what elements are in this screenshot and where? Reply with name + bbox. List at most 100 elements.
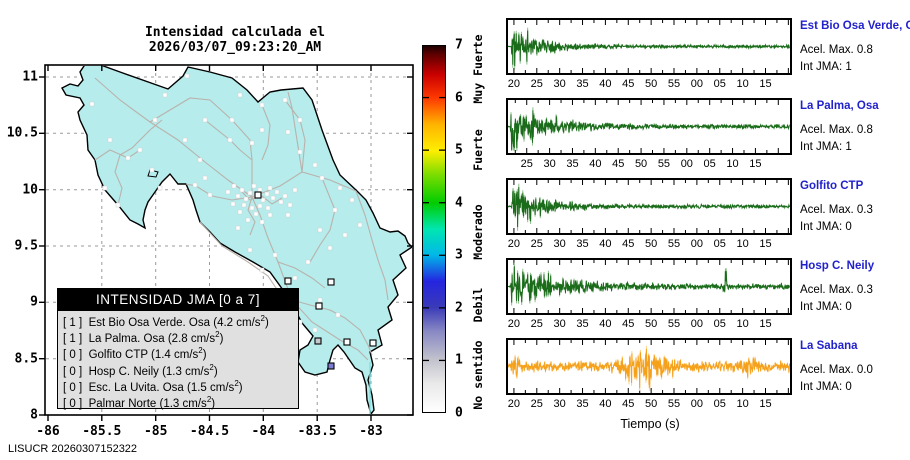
waveform-halo	[508, 107, 790, 152]
trace-panel: 20 25 30 35 40 45 50 55 00 05 10 15 Hosp C. Neily Ace…	[506, 258, 910, 338]
lon-tick-label: -84.5	[189, 424, 230, 439]
trace-acel-max: Acel. Max. 0.0	[800, 364, 873, 376]
intensity-colorbar	[422, 45, 446, 413]
time-tick-label: 15	[759, 398, 772, 410]
trace-panel: 20 25 30 35 40 45 50 55 00 05 10 15 La Sabana Acel. M…	[506, 338, 910, 418]
trace-station-name: Est Bio Osa Verde, Osa	[800, 20, 910, 32]
time-tick-label: 55	[667, 398, 681, 410]
legend-item-station-name: Hosp C. Neily	[82, 365, 163, 378]
trace-panel: 20 25 30 35 40 45 50 55 00 05 10 15 Golfito CTP Acel.…	[506, 178, 910, 258]
time-tick-label: 15	[759, 78, 772, 90]
time-tick-label: 25	[530, 238, 543, 250]
colorbar-tick-number: 2	[455, 300, 463, 316]
trace-plot-area	[506, 178, 792, 235]
waveform	[508, 30, 790, 67]
lon-tick-label: -83.5	[297, 424, 337, 439]
legend-item: [ 0 ] Palmar Norte (1.3 cm/s2)	[63, 394, 216, 410]
trace-plot-area	[506, 338, 792, 395]
time-tick-label: 25	[530, 398, 543, 410]
time-tick-label: 05	[713, 318, 726, 330]
time-tick-label: 55	[667, 318, 681, 330]
lat-tick-label: 9	[30, 294, 38, 310]
trace-plot-area	[506, 258, 792, 315]
legend-item-intensity: [ 1 ]	[63, 333, 83, 346]
time-tick-label: 40	[599, 238, 612, 250]
time-tick-label: 35	[576, 318, 589, 330]
legend-item: [ 0 ] Golfito CTP (1.4 cm/s2)	[63, 346, 207, 362]
time-tick-label: 10	[736, 78, 749, 90]
colorbar-tick-number: 7	[455, 37, 463, 53]
time-tick-label: 10	[726, 158, 739, 170]
time-tick-label: 45	[622, 78, 635, 90]
time-tick-label: 50	[645, 238, 658, 250]
legend-item-intensity: [ 0 ]	[63, 397, 83, 410]
legend-item: [ 0 ] Hosp C. Neily (1.3 cm/s2)	[63, 362, 218, 378]
legend-item-accel: (2.8 cm/s	[167, 333, 216, 346]
legend-item-accel: (1.5 cm/s	[187, 381, 235, 394]
time-tick-label: 40	[599, 318, 612, 330]
lat-tick-label: 8.5	[14, 351, 38, 367]
legend-item-station-name: Esc. La Uvita. Osa	[82, 381, 188, 394]
legend-item: [ 0 ] Esc. La Uvita. Osa (1.5 cm/s2)	[63, 378, 243, 394]
trace-panel: 25 30 35 40 45 50 55 00 05 10 15 La Palma, Osa Acel.…	[506, 98, 910, 178]
time-tick-label: 30	[553, 318, 566, 330]
trace-int-jma: Int JMA: 0	[800, 381, 852, 393]
legend-item: [ 1 ] Est Bio Osa Verde. Osa (4.2 cm/s2)	[63, 314, 269, 329]
lon-tick-label: -86	[36, 424, 60, 439]
trace-acel-max: Acel. Max. 0.3	[800, 284, 873, 296]
legend-item-station-name: Golfito CTP	[82, 349, 151, 362]
time-tick-label: 45	[622, 318, 635, 330]
time-tick-label: 00	[690, 238, 703, 250]
time-tick-label: 00	[690, 78, 703, 90]
time-tick-label: 45	[622, 238, 635, 250]
time-tick-label: 20	[507, 318, 521, 330]
trace-plot-area	[506, 98, 792, 155]
colorbar-category-label: Muy Fuerte	[471, 34, 485, 104]
time-tick-label: 25	[520, 158, 533, 170]
time-tick-label: 30	[543, 158, 556, 170]
legend-item-intensity: [ 1 ]	[63, 316, 83, 329]
legend-item-station-name: La Palma. Osa	[82, 333, 168, 346]
time-tick-label: 40	[599, 78, 612, 90]
legend-item-station-name: Est Bio Osa Verde. Osa	[82, 316, 214, 329]
trace-acel-max: Acel. Max. 0.8	[800, 44, 873, 56]
legend-item-intensity: [ 0 ]	[63, 349, 83, 362]
time-tick-label: 30	[553, 238, 566, 250]
time-tick-label: 00	[680, 158, 693, 170]
lon-tick-label: -85	[143, 424, 168, 439]
waveform	[508, 266, 790, 303]
legend-item-station-name: Palmar Norte	[82, 397, 160, 410]
time-tick-label: 55	[667, 238, 681, 250]
time-tick-label: 45	[622, 398, 635, 410]
time-tick-label: 35	[576, 238, 589, 250]
colorbar-category-label: Debil	[471, 287, 485, 323]
time-tick-label: 50	[645, 398, 658, 410]
legend-item-accel: (1.3 cm/s	[159, 397, 207, 410]
legend-item-accel: (1.4 cm/s	[151, 349, 199, 362]
time-tick-label: 35	[576, 78, 589, 90]
trace-station-name: Golfito CTP	[800, 180, 864, 192]
watermark-text: LISUCR 20260307152322	[8, 443, 138, 455]
time-tick-label: 10	[736, 318, 749, 330]
trace-plot-area	[506, 18, 792, 75]
time-tick-label: 10	[736, 238, 749, 250]
map-title: Intensidad calculada el 2026/03/07_09:23…	[144, 25, 325, 55]
trace-station-name: La Palma, Osa	[800, 100, 879, 112]
trace-int-jma: Int JMA: 1	[800, 61, 852, 73]
time-tick-label: 25	[530, 78, 543, 90]
time-tick-label: 10	[736, 398, 749, 410]
legend-items: [ 1 ] Est Bio Osa Verde. Osa (4.2 cm/s2)…	[58, 311, 298, 410]
colorbar-tick-number: 0	[455, 405, 463, 421]
colorbar-tick-number: 1	[455, 352, 463, 368]
time-tick-label: 30	[553, 78, 566, 90]
map-axis-ticks	[39, 65, 413, 421]
colorbar-category-label: No sentido	[471, 340, 485, 410]
legend-header: INTENSIDAD JMA [0 a 7]	[58, 289, 298, 311]
lon-tick-label: -83	[359, 424, 383, 439]
trace-acel-max: Acel. Max. 0.3	[800, 204, 873, 216]
time-tick-label: 40	[599, 398, 612, 410]
time-tick-label: 25	[530, 318, 543, 330]
time-tick-label: 50	[634, 158, 648, 170]
time-tick-label: 20	[507, 398, 521, 410]
time-tick-label: 00	[690, 398, 703, 410]
